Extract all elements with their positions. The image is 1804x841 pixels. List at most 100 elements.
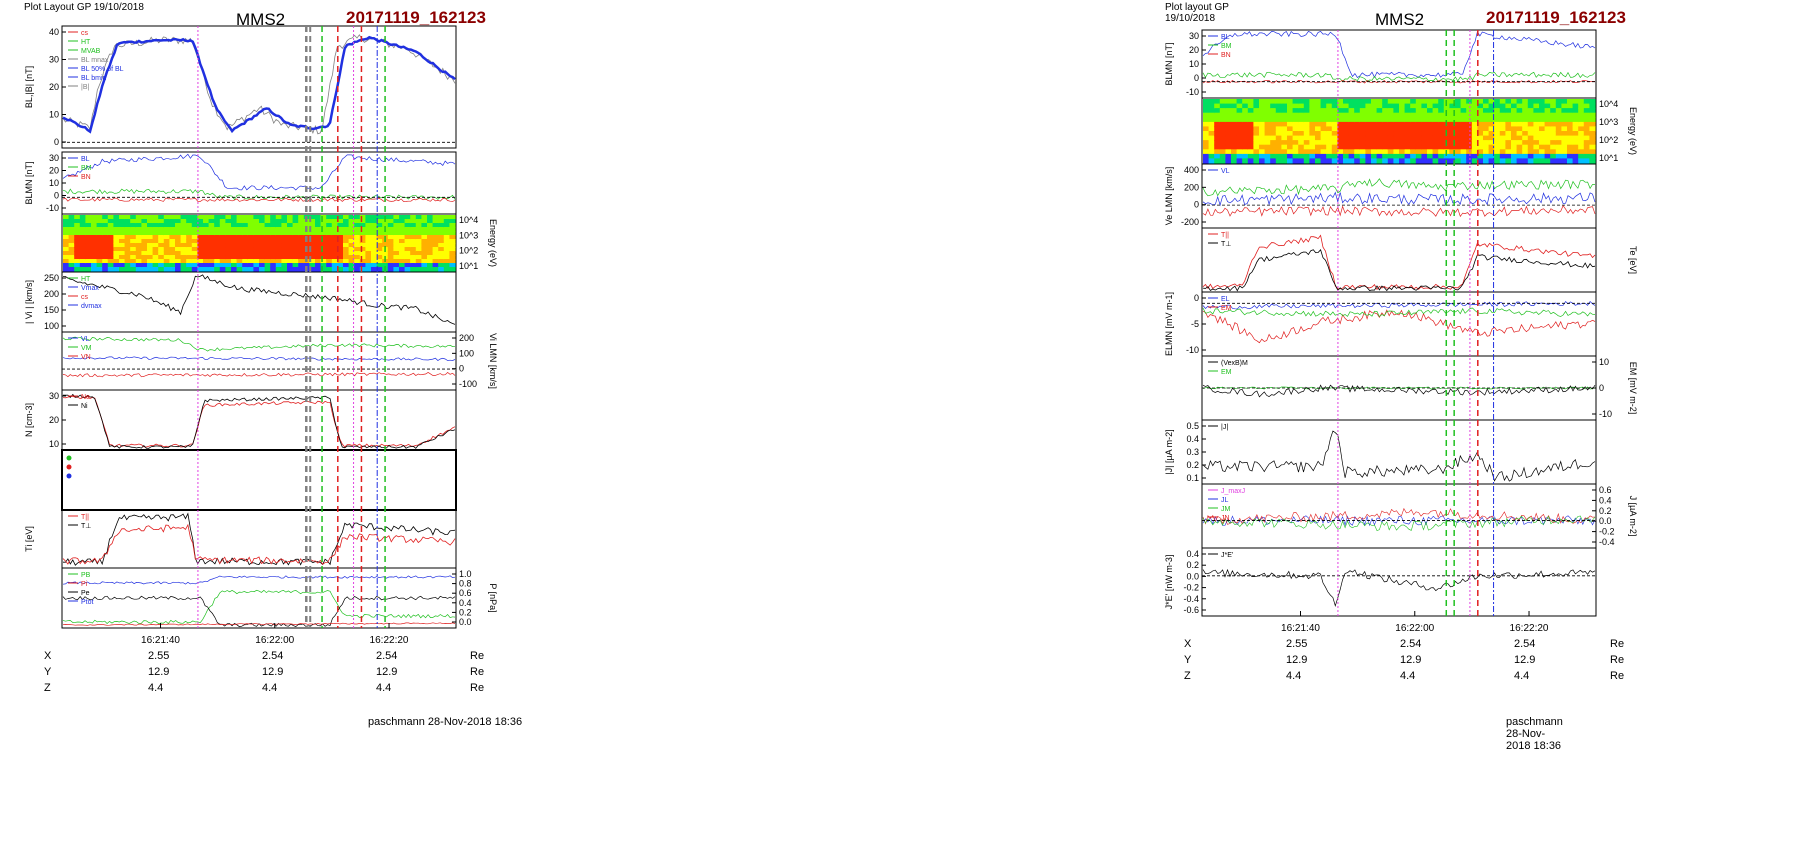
spectrogram-cell <box>1539 153 1546 160</box>
spectrogram-cell <box>1387 135 1394 141</box>
spectrogram-cell <box>1443 103 1450 109</box>
spectrogram-cell <box>1578 131 1585 137</box>
spectrogram-cell <box>1533 126 1540 132</box>
data-series <box>63 274 456 325</box>
spectrogram-cell <box>79 239 86 244</box>
spectrogram-cell <box>1539 126 1546 132</box>
spectrogram-cell <box>1203 108 1210 114</box>
spectrogram-cell <box>1410 149 1417 155</box>
spectrogram-cell <box>1427 103 1434 109</box>
spectrogram-cell <box>1270 149 1277 155</box>
spectrogram-cell <box>1511 112 1518 118</box>
spectrogram-cell <box>1348 131 1355 137</box>
spectrogram-cell <box>91 227 98 232</box>
spectrogram-cell <box>1539 112 1546 118</box>
spectrogram-cell <box>337 219 344 224</box>
spectrogram-cell <box>1343 135 1350 141</box>
spectrogram-cell <box>135 259 142 264</box>
spectrogram-cell <box>91 223 98 228</box>
y-tick-label: 10^1 <box>459 261 478 271</box>
spectrogram-cell <box>1337 140 1344 146</box>
legend-entry: EM <box>1221 369 1232 376</box>
spectrogram-cell <box>415 259 422 264</box>
spectrogram-cell <box>152 231 159 236</box>
spectrogram-cell <box>259 267 266 272</box>
spectrogram-cell <box>1219 131 1226 137</box>
spectrogram-cell <box>68 215 75 220</box>
spectrogram-cell <box>147 239 154 244</box>
spectrogram-cell <box>1298 108 1305 114</box>
spectrogram-cell <box>79 259 86 264</box>
spectrogram-cell <box>1376 121 1383 128</box>
spectrogram-cell <box>393 227 400 232</box>
legend-entry: BL bmin <box>81 75 107 82</box>
spectrogram-cell <box>1387 99 1394 105</box>
spectrogram-cell <box>264 255 271 260</box>
spectrogram-cell <box>259 263 266 268</box>
spectrogram-cell <box>214 231 221 236</box>
y-tick-label: 20 <box>49 82 59 92</box>
spectrogram-cell <box>449 243 456 248</box>
spectrogram-cell <box>1516 135 1523 141</box>
spectrogram-cell <box>343 231 350 236</box>
spectrogram-cell <box>1550 131 1557 137</box>
panel: 100-10 EM [mV m-2](VexB)MEM <box>1201 355 1638 421</box>
legend-entry: JM <box>1221 506 1231 513</box>
spectrogram-cell <box>410 243 417 248</box>
spectrogram-cell <box>1477 158 1484 164</box>
spectrogram-cell <box>320 227 327 232</box>
spectrogram-cell <box>320 267 327 272</box>
spectrogram-cell <box>387 235 394 240</box>
spectrogram-cell <box>1275 108 1282 114</box>
spectrogram-cell <box>124 239 131 244</box>
spectrogram-cell <box>1264 131 1271 137</box>
spectrogram-cell <box>298 235 305 240</box>
spectrogram-cell <box>1382 121 1389 128</box>
spectrogram-cell <box>1483 149 1490 155</box>
spectrogram-cell <box>1259 158 1266 164</box>
spectrogram-cell <box>1242 103 1249 109</box>
panel-frame <box>61 271 457 333</box>
spectrogram-cell <box>1214 153 1221 160</box>
spectrogram-cell <box>309 263 316 268</box>
spectrogram-cell <box>359 247 366 252</box>
spectrogram-cell <box>1567 158 1574 164</box>
spectrogram-cell <box>1320 149 1327 155</box>
spectrogram-cell <box>191 247 198 252</box>
spectrogram-cell <box>1438 108 1445 114</box>
spectrogram-cell <box>1208 144 1215 150</box>
spectrogram-cell <box>387 239 394 244</box>
spectrogram-cell <box>1203 131 1210 137</box>
spectrogram-cell <box>1231 140 1238 146</box>
spectrogram-cell <box>1516 126 1523 132</box>
spectrogram-cell <box>1466 99 1473 105</box>
spectrogram-cell <box>135 219 142 224</box>
spectrogram-cell <box>175 235 182 240</box>
spectrogram-cell <box>1214 149 1221 155</box>
spectrogram-cell <box>1281 149 1288 155</box>
spectrogram-cell <box>96 267 103 272</box>
spectrogram-cell <box>79 255 86 260</box>
spectrogram-cell <box>1455 135 1462 141</box>
spectrogram-cell <box>1236 108 1243 114</box>
spectrogram-cell <box>1259 108 1266 114</box>
spectrogram-cell <box>1488 103 1495 109</box>
spectrogram-cell <box>292 227 299 232</box>
spectrogram-cell <box>169 227 176 232</box>
spectrogram-cell <box>432 259 439 264</box>
ephemeris-value: 2.54 <box>262 650 284 662</box>
spectrogram-cell <box>147 259 154 264</box>
spectrogram-cell <box>119 215 126 220</box>
spectrogram-cell <box>1203 140 1210 146</box>
spectrogram-cell <box>85 219 92 224</box>
spectrogram-cell <box>214 235 221 240</box>
spectrogram-cell <box>1287 112 1294 118</box>
spectrogram-cell <box>63 231 70 236</box>
spectrogram-cell <box>203 243 210 248</box>
spectrogram-cell <box>1483 135 1490 141</box>
spectrogram-cell <box>365 227 372 232</box>
spectrogram-cell <box>1589 108 1596 114</box>
spectrogram-cell <box>449 227 456 232</box>
spectrogram-cell <box>186 215 193 220</box>
spectrogram-cell <box>359 255 366 260</box>
